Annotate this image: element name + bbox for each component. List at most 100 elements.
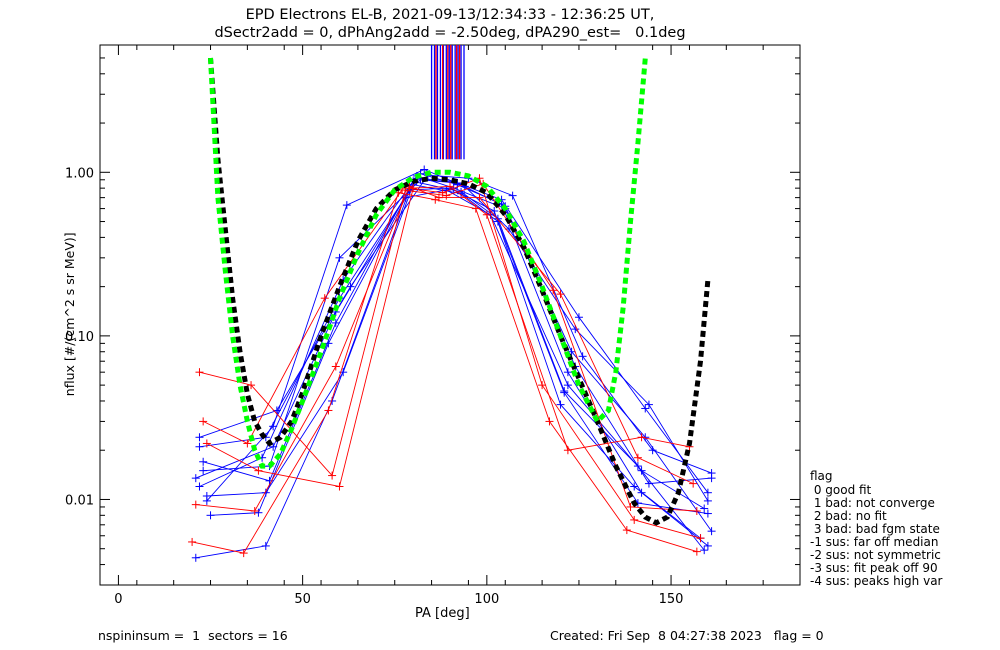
data-point-blue <box>703 496 712 505</box>
fit-curves <box>208 57 711 526</box>
data-point-blue <box>560 388 569 397</box>
data-point-red <box>630 515 639 524</box>
series-line-blue <box>199 175 712 532</box>
data-point-blue <box>703 509 712 518</box>
data-point-blue <box>261 488 270 497</box>
data-point-red <box>239 549 248 558</box>
data-point-red <box>692 547 701 556</box>
series-line-blue <box>195 187 701 559</box>
legend-item: -4 sus: peaks high var <box>810 574 943 588</box>
data-point-red <box>482 210 491 219</box>
data-point-blue <box>191 474 200 483</box>
legend-item: 0 good fit <box>810 483 872 497</box>
data-point-blue <box>707 527 716 536</box>
data-series <box>188 165 716 562</box>
data-point-blue <box>199 466 208 475</box>
data-point-blue <box>342 201 351 210</box>
data-point-blue <box>700 546 709 555</box>
data-point-red <box>254 466 263 475</box>
data-point-blue <box>324 339 333 348</box>
y-tick-label: 0.01 <box>65 493 94 508</box>
data-point-blue <box>648 446 657 455</box>
data-point-red <box>191 500 200 509</box>
data-point-blue <box>644 479 653 488</box>
data-point-red <box>538 381 547 390</box>
data-point-red <box>199 417 208 426</box>
data-point-blue <box>331 318 340 327</box>
data-point-red <box>692 507 701 516</box>
data-point-blue <box>700 504 709 513</box>
data-point-red <box>545 417 554 426</box>
data-point-red <box>431 195 440 204</box>
data-point-red <box>622 526 631 535</box>
data-point-red <box>202 439 211 448</box>
data-point-blue <box>644 400 653 409</box>
data-point-blue <box>269 442 278 451</box>
data-point-red <box>409 184 418 193</box>
data-point-red <box>637 433 646 442</box>
data-point-blue <box>490 206 499 215</box>
footer-created: Created: Fri Sep 8 04:27:38 2023 flag = … <box>550 628 824 643</box>
y-tick-label: 1.00 <box>65 166 94 181</box>
data-point-blue <box>703 541 712 550</box>
x-tick-label: 0 <box>114 592 122 607</box>
x-tick-label: 150 <box>659 592 684 607</box>
data-point-blue <box>269 422 278 431</box>
footer-info: nspininsum = 1 sectors = 16 <box>98 628 288 643</box>
data-point-red <box>563 446 572 455</box>
data-point-blue <box>195 482 204 491</box>
series-line-blue <box>206 184 708 515</box>
data-point-blue <box>254 508 263 517</box>
data-point-red <box>188 537 197 546</box>
legend-title: flag <box>810 469 833 483</box>
fit-curve-green <box>208 57 648 469</box>
data-point-red <box>689 479 698 488</box>
y-axis-label: nflux [#/(cm^2 s sr MeV)] <box>61 232 77 397</box>
fit-curve-black <box>208 57 711 526</box>
plot-area-frame <box>99 44 801 586</box>
data-point-blue <box>641 404 650 413</box>
data-point-red <box>335 482 344 491</box>
data-point-blue <box>191 553 200 562</box>
data-point-blue <box>346 282 355 291</box>
data-point-red <box>328 471 337 480</box>
data-point-blue <box>707 474 716 483</box>
x-tick-label: 100 <box>474 592 499 607</box>
data-point-red <box>324 406 333 415</box>
data-point-blue <box>195 433 204 442</box>
data-point-blue <box>202 491 211 500</box>
data-point-blue <box>508 191 517 200</box>
legend-item: 2 bad: no fit <box>810 509 887 523</box>
y-tick-label: 0.10 <box>65 330 94 345</box>
chart-title-line2: dSectr2add = 0, dPhAng2add = -2.50deg, d… <box>214 25 686 41</box>
data-point-blue <box>574 313 583 322</box>
data-point-blue <box>563 368 572 377</box>
legend-item: -2 sus: not symmetric <box>810 548 941 562</box>
data-point-red <box>250 507 259 516</box>
series-line-blue <box>199 174 712 474</box>
data-point-blue <box>703 488 712 497</box>
data-point-blue <box>206 511 215 520</box>
series-line-red <box>192 192 697 554</box>
x-tick-label: 50 <box>294 592 311 607</box>
data-point-blue <box>261 541 270 550</box>
series-line-red <box>206 185 690 488</box>
data-point-blue <box>637 466 646 475</box>
legend-item: 3 bad: bad fgm state <box>810 522 940 536</box>
data-point-blue <box>630 482 639 491</box>
data-point-red <box>549 286 558 295</box>
data-point-blue <box>571 325 580 334</box>
x-axis-label: PA [deg] <box>415 606 470 621</box>
data-point-red <box>556 290 565 299</box>
data-point-blue <box>563 381 572 390</box>
data-point-red <box>475 193 484 202</box>
data-point-blue <box>199 457 208 466</box>
data-point-red <box>331 362 340 371</box>
data-point-blue <box>335 253 344 262</box>
legend-item: 1 bad: not converge <box>810 496 935 510</box>
data-point-red <box>195 368 204 377</box>
data-point-blue <box>420 165 429 174</box>
data-point-red <box>446 182 454 191</box>
axes: 0 50 100 150 0.01 0.10 1.00 <box>65 44 801 607</box>
